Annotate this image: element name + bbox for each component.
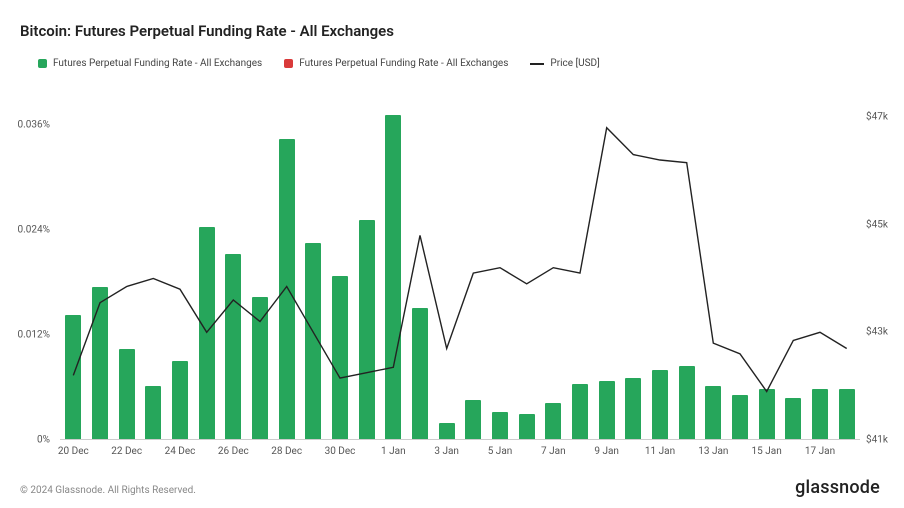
x-tick: 22 Dec [111,446,142,457]
legend-swatch-line [530,63,544,65]
x-tick: 15 Jan [752,446,782,457]
legend-item-funding-green: Futures Perpetual Funding Rate - All Exc… [38,58,262,69]
y-left-tick: 0.024% [18,225,50,236]
price-line [73,128,846,392]
brand-logo-text: glassnode [795,477,880,498]
x-tick: 1 Jan [381,446,406,457]
legend-swatch-green [38,59,47,68]
x-tick: 11 Jan [645,446,675,457]
legend-item-price: Price [USD] [530,58,599,69]
chart-title: Bitcoin: Futures Perpetual Funding Rate … [20,22,394,40]
y-left-tick: 0.012% [18,330,50,341]
y-axis-left: 0%0.012%0.024%0.036% [0,90,56,440]
y-left-tick: 0% [37,435,50,446]
legend-label: Futures Perpetual Funding Rate - All Exc… [299,58,508,69]
x-tick: 26 Dec [218,446,249,457]
legend-swatch-red [284,59,293,68]
y-axis-right: $41k$43k$45k$47k [860,90,904,440]
legend-label: Futures Perpetual Funding Rate - All Exc… [53,58,262,69]
x-tick: 7 Jan [541,446,566,457]
y-right-tick: $47k [866,111,888,122]
legend: Futures Perpetual Funding Rate - All Exc… [38,58,600,69]
x-tick: 28 Dec [271,446,302,457]
x-tick: 17 Jan [805,446,835,457]
x-tick: 24 Dec [165,446,196,457]
x-tick: 20 Dec [58,446,89,457]
x-tick: 9 Jan [594,446,619,457]
legend-item-funding-red: Futures Perpetual Funding Rate - All Exc… [284,58,508,69]
x-tick: 3 Jan [434,446,459,457]
y-right-tick: $41k [866,435,888,446]
copyright-text: © 2024 Glassnode. All Rights Reserved. [20,485,196,496]
x-axis: 20 Dec 22 Dec 24 Dec 26 Dec 28 Dec 30 Dec 1 Ja… [60,440,860,460]
y-right-tick: $45k [866,219,888,230]
x-tick: 5 Jan [488,446,513,457]
x-tick: 30 Dec [325,446,356,457]
y-left-tick: 0.036% [18,120,50,131]
chart-plot-area [60,90,860,440]
y-right-tick: $43k [866,327,888,338]
x-tick: 13 Jan [698,446,728,457]
legend-label: Price [USD] [550,58,599,69]
price-line-layer [60,90,860,440]
